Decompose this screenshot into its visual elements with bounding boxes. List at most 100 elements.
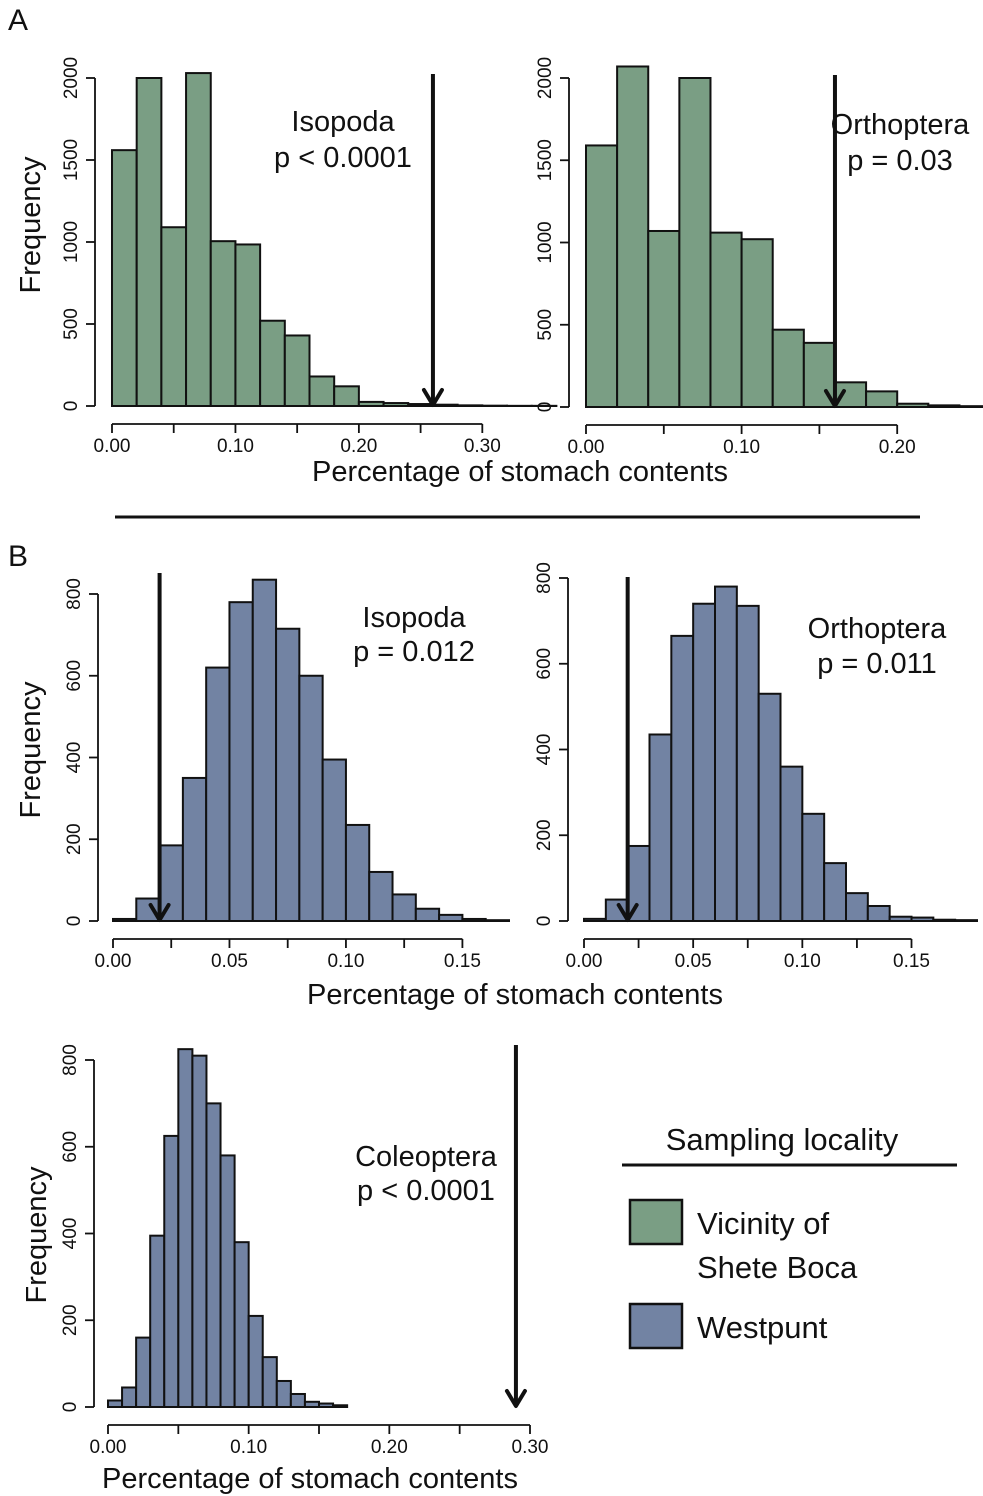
- x-tick-label: 0.00: [568, 437, 605, 458]
- y-axis-label-row-a: Frequency: [15, 156, 47, 294]
- chart-orthoptera-shete-boca: 0.00 0.10 0.20 0 500 1000 1500 2000 Orthoptera p …: [535, 57, 983, 458]
- taxon-label: Isopoda: [362, 602, 466, 634]
- x-tick-label: 0.00: [94, 436, 131, 457]
- histogram-bar: [303, 1400, 320, 1409]
- y-tick-label: 600: [534, 648, 555, 680]
- y-tick-label: 0: [535, 402, 556, 413]
- histogram-bar: [135, 77, 163, 407]
- histogram-bar: [298, 674, 324, 922]
- y-tick-label: 400: [534, 734, 555, 766]
- observed-value-arrowhead: [504, 1389, 527, 1408]
- histogram-bar: [191, 1054, 208, 1408]
- histogram-bar: [160, 226, 188, 407]
- histogram-bar: [234, 243, 262, 407]
- histogram-bar: [283, 334, 311, 408]
- histogram-bar: [233, 1241, 250, 1409]
- histogram-bar: [670, 634, 695, 922]
- chart-isopoda-shete-boca: 0.00 0.10 0.20 0.30 0 500 1000 1500 2000 Isopoda p…: [61, 57, 558, 457]
- y-tick-label: 500: [535, 309, 556, 341]
- histogram-bar: [779, 765, 804, 923]
- histogram-bar: [678, 77, 712, 408]
- y-axis-label-row-c: Frequency: [21, 1166, 53, 1304]
- histogram-bar: [112, 917, 138, 922]
- x-axis-label-row-a: Percentage of stomach contents: [312, 456, 728, 488]
- y-tick-label: 200: [534, 819, 555, 851]
- x-tick-label: 0.00: [566, 951, 603, 972]
- histogram-bar: [163, 1134, 180, 1408]
- observed-value-arrowhead: [148, 903, 171, 922]
- panel-label-b: B: [8, 540, 28, 573]
- histogram-bar: [259, 319, 286, 407]
- histogram-bar: [407, 403, 434, 408]
- histogram-bar: [896, 402, 930, 408]
- histogram-bar: [391, 893, 417, 923]
- y-tick-label: 1000: [535, 221, 556, 263]
- histogram-bar: [757, 692, 782, 923]
- legend-title: Sampling locality: [666, 1122, 899, 1157]
- y-tick-label: 800: [534, 562, 555, 594]
- histogram-bar: [275, 627, 301, 923]
- y-tick-label: 1500: [535, 139, 556, 181]
- x-tick-label: 0.05: [675, 951, 712, 972]
- x-tick-label: 0.10: [723, 437, 760, 458]
- histogram-bar: [414, 907, 441, 922]
- y-tick-label: 500: [61, 308, 82, 340]
- y-tick-label: 0: [60, 1402, 81, 1413]
- legend-label-westpunt: Westpunt: [697, 1310, 828, 1345]
- legend-label-shete-boca-line1: Vicinity of: [697, 1206, 829, 1241]
- histogram-bar: [219, 1154, 236, 1409]
- y-tick-label: 1000: [61, 221, 82, 263]
- histogram-bar: [865, 390, 899, 408]
- y-tick-label: 200: [60, 1304, 81, 1336]
- x-tick-label: 0.00: [95, 951, 132, 972]
- x-tick-label: 0.10: [784, 951, 821, 972]
- histogram-bar: [438, 913, 464, 923]
- histogram-bar: [866, 904, 891, 923]
- taxon-label: Orthoptera: [831, 109, 970, 141]
- histogram-bar: [648, 733, 673, 923]
- observed-value-arrowhead: [616, 903, 639, 922]
- x-tick-label: 0.10: [217, 436, 254, 457]
- histogram-bar: [177, 1048, 194, 1408]
- p-value-label: p = 0.011: [817, 648, 937, 680]
- histogram-bar: [958, 405, 983, 408]
- histogram-bar: [308, 375, 336, 408]
- histogram-bar: [714, 585, 738, 922]
- y-tick-label: 400: [64, 742, 85, 774]
- legend-swatch-shete-boca: [628, 1198, 684, 1246]
- histogram-bar: [583, 917, 607, 923]
- histogram-bar: [647, 229, 681, 408]
- chart-orthoptera-westpunt: 0.00 0.05 0.10 0.15 0 200 400 600 800 Orthopterap…: [534, 562, 979, 972]
- histogram-bar: [461, 917, 487, 922]
- histogram-bar: [456, 404, 484, 407]
- x-tick-label: 0.20: [371, 1437, 408, 1458]
- histogram-bar: [344, 823, 371, 922]
- histogram-bar: [927, 404, 961, 409]
- histogram-bar: [228, 601, 254, 922]
- histogram-bar: [261, 1356, 278, 1409]
- histogram-bar: [954, 919, 979, 923]
- y-tick-label: 400: [60, 1218, 81, 1250]
- histogram-bar: [209, 240, 237, 407]
- x-tick-label: 0.15: [444, 951, 481, 972]
- histogram-bar: [181, 776, 208, 922]
- histogram-bar: [382, 402, 410, 408]
- x-tick-label: 0.30: [512, 1437, 549, 1458]
- y-tick-label: 0: [534, 916, 555, 927]
- histogram-bar: [932, 918, 957, 922]
- histogram-bar: [332, 1404, 349, 1409]
- y-tick-label: 600: [64, 660, 85, 692]
- x-axis-label-row-c: Percentage of stomach contents: [102, 1463, 518, 1495]
- histogram-bar: [368, 870, 394, 923]
- y-tick-label: 800: [60, 1044, 81, 1076]
- histogram-bar: [888, 915, 913, 923]
- histogram-bar: [158, 844, 184, 922]
- x-tick-label: 0.00: [90, 1437, 127, 1458]
- histogram-bar: [431, 403, 459, 407]
- y-tick-label: 0: [64, 916, 85, 927]
- p-value-label: p = 0.03: [847, 145, 953, 177]
- histogram-bar: [289, 1392, 306, 1409]
- x-tick-label: 0.10: [327, 951, 364, 972]
